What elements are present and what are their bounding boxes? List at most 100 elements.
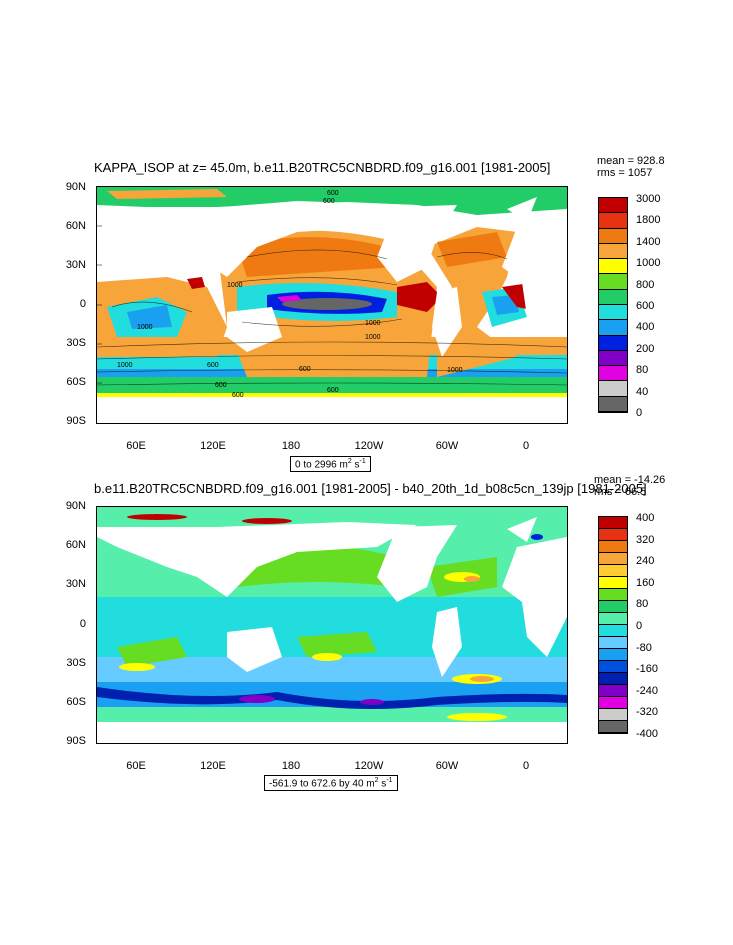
colorbar-label: 400 bbox=[636, 512, 655, 524]
panel2-range-box: -561.9 to 672.6 by 40 m2 s-1 bbox=[264, 775, 398, 792]
colorbar-swatch bbox=[599, 685, 627, 697]
colorbar-label: 160 bbox=[636, 576, 655, 589]
panel1-lat-label: 30S bbox=[66, 337, 86, 349]
colorbar-swatch bbox=[599, 304, 627, 321]
panel1-contour-label: 1000 bbox=[227, 282, 243, 289]
colorbar-label: -400 bbox=[636, 728, 659, 740]
colorbar-swatch bbox=[599, 243, 627, 260]
colorbar-label: 1000 bbox=[636, 257, 661, 270]
colorbar-swatch bbox=[599, 625, 627, 637]
panel1-lon-label: 120W bbox=[354, 440, 384, 452]
panel1-lat-label: 0 bbox=[79, 298, 86, 310]
colorbar-swatch bbox=[599, 697, 627, 709]
panel1-contour-label: 1000 bbox=[365, 320, 381, 327]
panel1-contour-label: 600 bbox=[327, 387, 339, 394]
colorbar-label: 1800 bbox=[636, 214, 661, 227]
colorbar-swatch bbox=[599, 228, 627, 244]
panel1-range-exp: -1 bbox=[359, 458, 366, 465]
panel2-lon-label: 120E bbox=[200, 760, 226, 772]
colorbar-swatch bbox=[599, 589, 627, 601]
colorbar-label: -160 bbox=[636, 663, 659, 676]
colorbar-label: 0 bbox=[636, 407, 643, 419]
panel1-contour-label: 600 bbox=[299, 366, 311, 373]
panel2-colorbar bbox=[598, 516, 628, 734]
panel2-range-unit: s bbox=[378, 778, 387, 790]
colorbar-swatch bbox=[599, 274, 627, 290]
colorbar-swatch bbox=[599, 259, 627, 275]
panel1-map: 600 600 1000 1000 600 600 1000 600 1000 … bbox=[96, 186, 568, 424]
colorbar-label: 600 bbox=[636, 300, 655, 312]
panel2-lat-label: 90S bbox=[66, 735, 86, 747]
panel1-range-unit: s bbox=[351, 459, 360, 471]
colorbar-swatch bbox=[599, 381, 627, 397]
panel2-range-sup: 2 bbox=[374, 777, 379, 784]
colorbar-swatch bbox=[599, 320, 627, 336]
panel1-lat-label: 60N bbox=[65, 220, 86, 232]
panel2-lat-label: 0 bbox=[79, 618, 86, 630]
colorbar-swatch bbox=[599, 601, 627, 613]
panel1-contour-label: 600 bbox=[232, 392, 244, 399]
colorbar-swatch bbox=[599, 289, 627, 305]
panel1-contour-label: 1000 bbox=[137, 324, 153, 331]
colorbar-label: 320 bbox=[636, 533, 655, 546]
panel2-mean: mean = -14.26 bbox=[594, 474, 666, 486]
panel2-map bbox=[96, 506, 568, 744]
panel1-lon-label: 0 bbox=[522, 440, 530, 452]
panel1-contour-label: 1000 bbox=[365, 334, 381, 341]
colorbar-swatch bbox=[599, 366, 627, 382]
panel1-contour-label: 600 bbox=[207, 362, 219, 369]
colorbar-swatch bbox=[599, 637, 627, 649]
colorbar-label: 200 bbox=[636, 342, 655, 355]
colorbar-swatch bbox=[599, 661, 627, 673]
panel1-contour-label: 600 bbox=[323, 198, 335, 205]
colorbar-label: 80 bbox=[636, 364, 649, 377]
colorbar-swatch bbox=[599, 517, 627, 529]
panel2-lon-label: 60E bbox=[126, 760, 146, 772]
panel1-contour-label: 600 bbox=[327, 190, 339, 197]
colorbar-swatch bbox=[599, 553, 627, 565]
panel1-lon-label: 60W bbox=[435, 440, 459, 452]
panel2-lat-label: 30N bbox=[65, 578, 86, 590]
colorbar-label: -240 bbox=[636, 684, 659, 697]
panel2-rms: rms = 66.5 bbox=[594, 486, 647, 498]
panel2-lon-label: 60W bbox=[435, 760, 459, 772]
panel2-lon-label: 120W bbox=[354, 760, 384, 772]
panel1-lon-label: 60E bbox=[126, 440, 146, 452]
panel1-lon-label: 180 bbox=[281, 440, 301, 452]
colorbar-swatch bbox=[599, 335, 627, 351]
colorbar-swatch bbox=[599, 213, 627, 229]
colorbar-label: 400 bbox=[636, 321, 655, 334]
colorbar-swatch bbox=[599, 198, 627, 214]
panel1-contour-label: 1000 bbox=[447, 367, 463, 374]
panel1-range-sup: 2 bbox=[347, 458, 352, 465]
panel2-range-text: -561.9 to 672.6 by 40 m bbox=[269, 778, 375, 790]
panel1-range-box: 0 to 2996 m2 s-1 bbox=[290, 456, 371, 473]
panel1-colorbar bbox=[598, 197, 628, 413]
colorbar-swatch bbox=[599, 709, 627, 721]
panel1-lat-label: 90N bbox=[65, 181, 86, 193]
panel2-lon-label: 0 bbox=[522, 760, 530, 772]
panel1-lat-label: 90S bbox=[66, 415, 86, 427]
panel1-contour-label: 600 bbox=[215, 382, 227, 389]
panel1-lon-label: 120E bbox=[200, 440, 226, 452]
panel1-contour-label: 1000 bbox=[117, 362, 133, 369]
colorbar-swatch bbox=[599, 673, 627, 685]
panel2-lat-label: 60N bbox=[65, 539, 86, 551]
colorbar-swatch bbox=[599, 565, 627, 577]
colorbar-label: 800 bbox=[636, 278, 655, 291]
panel1-mean: mean = 928.8 bbox=[597, 155, 665, 167]
colorbar-swatch bbox=[599, 529, 627, 541]
colorbar-swatch bbox=[599, 350, 627, 367]
colorbar-swatch bbox=[599, 721, 627, 733]
panel1-lat-label: 30N bbox=[65, 259, 86, 271]
colorbar-swatch bbox=[599, 396, 627, 412]
colorbar-label: 80 bbox=[636, 598, 649, 611]
colorbar-label: 240 bbox=[636, 555, 655, 568]
panel2-range-exp: -1 bbox=[386, 777, 393, 784]
colorbar-swatch bbox=[599, 577, 627, 589]
colorbar-label: 3000 bbox=[636, 193, 661, 205]
panel2-lat-label: 60S bbox=[66, 696, 86, 708]
colorbar-swatch bbox=[599, 613, 627, 625]
panel2-lat-label: 30S bbox=[66, 657, 86, 669]
panel1-title: KAPPA_ISOP at z= 45.0m, b.e11.B20TRC5CNB… bbox=[94, 160, 551, 175]
